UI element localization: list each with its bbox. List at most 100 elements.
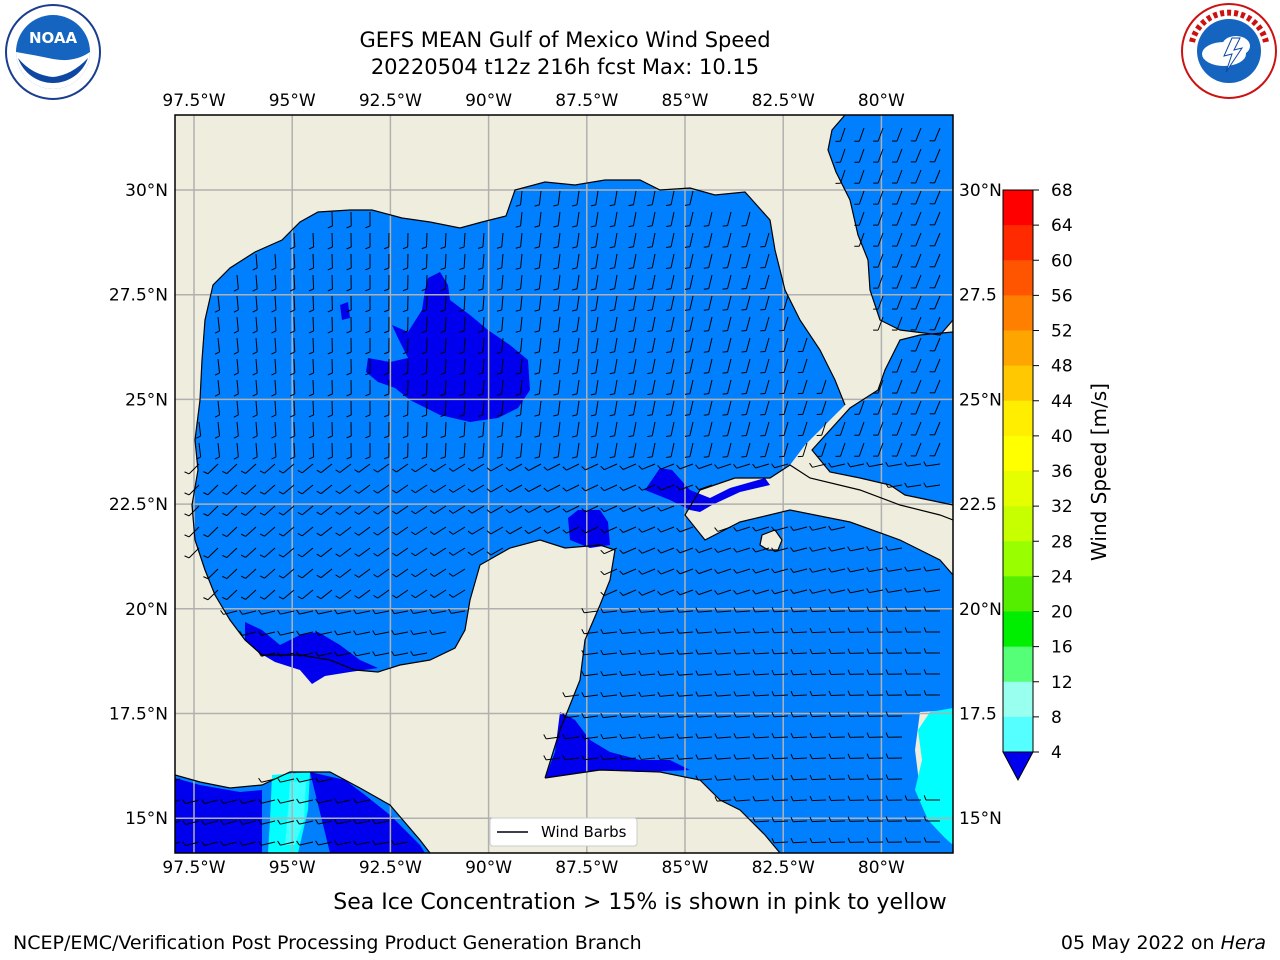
wind-barb xyxy=(553,421,561,438)
ocean-speed-8-12-caribbean xyxy=(915,708,953,845)
wind-barb xyxy=(448,484,466,493)
wind-barb xyxy=(335,463,352,473)
wind-barb xyxy=(392,526,409,536)
wind-barb xyxy=(175,820,181,823)
wind-barb xyxy=(278,484,295,495)
wind-barb xyxy=(873,295,884,310)
wind-barb xyxy=(647,211,656,228)
wind-barb xyxy=(866,774,884,780)
wind-barb xyxy=(809,774,827,781)
colorbar-tick-label: 4 xyxy=(1051,743,1062,763)
wind-barb xyxy=(722,337,732,353)
wind-barb xyxy=(534,274,542,291)
wind-barb xyxy=(175,799,181,802)
wind-barb xyxy=(543,484,561,492)
wind-barb xyxy=(904,461,922,467)
colorbar-tick-label: 68 xyxy=(1051,181,1073,201)
wind-barb xyxy=(703,295,713,311)
wind-barb xyxy=(676,754,694,760)
wind-barb xyxy=(459,421,466,438)
wind-barb xyxy=(383,274,390,292)
wind-barb xyxy=(290,421,296,439)
wind-barb xyxy=(429,608,447,614)
machine-name: Hera xyxy=(1220,932,1266,954)
wind-barb xyxy=(809,525,827,531)
wind-barb xyxy=(609,379,618,396)
wind-barb xyxy=(657,463,675,470)
wind-barb xyxy=(308,358,315,376)
wind-barb xyxy=(666,379,675,395)
wind-barb xyxy=(240,484,257,495)
wind-barb xyxy=(619,547,637,554)
wind-barb xyxy=(873,232,884,247)
wind-barb xyxy=(515,232,523,249)
wind-barb xyxy=(515,358,523,375)
wind-barb xyxy=(459,295,466,312)
wind-barb xyxy=(383,337,390,355)
wind-barb xyxy=(847,648,865,654)
wind-barb xyxy=(182,820,200,826)
wind-barb xyxy=(609,442,618,459)
wind-barb xyxy=(771,589,789,595)
wind-barb xyxy=(562,484,580,492)
wind-barb xyxy=(252,358,258,376)
colorbar-segment xyxy=(1003,435,1033,472)
wind-barb xyxy=(553,253,561,270)
wind-barb xyxy=(271,295,277,313)
wind-barb xyxy=(562,734,580,740)
wind-barb xyxy=(904,627,922,633)
wind-barb xyxy=(290,295,296,313)
wind-barb xyxy=(910,232,922,247)
wind-barb xyxy=(590,274,599,291)
wind-barb xyxy=(335,547,352,557)
wind-barb xyxy=(296,630,314,636)
wind-barb xyxy=(797,400,808,416)
wind-barb xyxy=(383,379,390,397)
wind-barb xyxy=(904,482,922,488)
wind-barb xyxy=(695,607,713,613)
wind-barb xyxy=(638,733,656,739)
wind-barb xyxy=(828,669,846,676)
wind-barb xyxy=(496,295,504,312)
wind-barb xyxy=(220,820,238,825)
wind-barb xyxy=(327,379,333,397)
wind-barb xyxy=(327,274,333,292)
wind-barb xyxy=(477,232,485,249)
wind-barb xyxy=(816,421,827,437)
wind-barb xyxy=(923,482,941,488)
wind-barb xyxy=(835,127,846,142)
wind-barb xyxy=(790,568,808,574)
wind-barb xyxy=(534,337,542,354)
wind-barb xyxy=(797,379,808,395)
lat-label-right: 27.5 xyxy=(959,286,997,306)
wind-barb xyxy=(600,691,618,698)
wind-barb xyxy=(904,648,922,654)
wind-barb xyxy=(619,568,637,575)
wind-barb xyxy=(477,400,485,417)
wind-barb xyxy=(297,526,314,537)
wind-barb xyxy=(790,774,808,781)
wind-barb xyxy=(809,795,827,802)
colorbar-tick-label: 52 xyxy=(1051,322,1073,342)
wind-barb xyxy=(828,567,846,573)
wind-barb xyxy=(619,526,637,533)
wind-barb xyxy=(600,649,618,656)
wind-barb xyxy=(327,232,333,250)
wind-barb xyxy=(327,442,333,460)
wind-barb xyxy=(873,253,884,268)
wind-barb xyxy=(684,337,694,353)
wind-barb xyxy=(296,819,314,825)
wind-barb xyxy=(873,190,884,205)
wind-barb xyxy=(809,588,827,594)
wind-barb xyxy=(910,421,922,436)
wind-barb xyxy=(203,484,219,496)
wind-barb xyxy=(259,463,276,474)
wind-barb xyxy=(201,841,219,847)
wind-barb xyxy=(619,691,637,698)
legend-label: Wind Barbs xyxy=(541,823,627,841)
wind-barb xyxy=(666,442,675,458)
wind-barb xyxy=(486,547,504,556)
wind-barb xyxy=(296,798,314,804)
wind-barb xyxy=(828,732,846,739)
wind-barb xyxy=(828,627,846,634)
